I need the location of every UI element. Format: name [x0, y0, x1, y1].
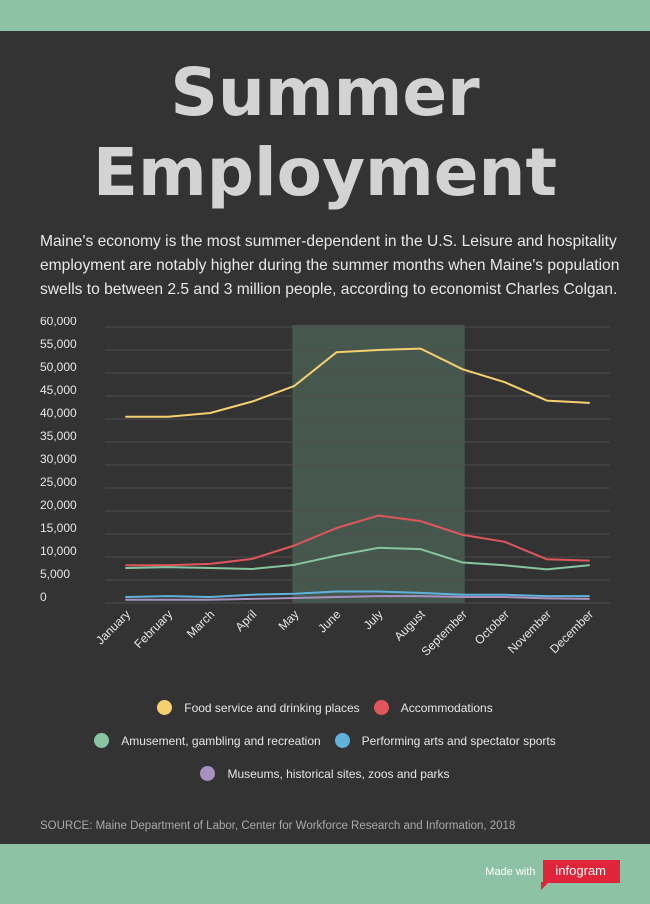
legend-item-performing-arts[interactable]: Performing arts and spectator sports: [334, 733, 556, 748]
legend-item-food[interactable]: Food service and drinking places: [157, 700, 360, 715]
source-note: SOURCE: Maine Department of Labor, Cente…: [40, 820, 516, 832]
x-tick-label: April: [233, 607, 260, 634]
x-tick-label: February: [131, 607, 175, 651]
series-line: [125, 347, 590, 418]
intro-paragraph: Maine's economy is the most summer-depen…: [40, 233, 620, 298]
title-line-1: Summer: [170, 54, 480, 131]
chart-legend: Food service and drinking places Accommo…: [0, 691, 650, 790]
legend-row: Amusement, gambling and recreation Perfo…: [0, 724, 650, 757]
y-tick-label: 15,000: [40, 521, 77, 535]
legend-item-amusement[interactable]: Amusement, gambling and recreation: [94, 733, 321, 748]
legend-label-performing-arts: Performing arts and spectator sports: [361, 733, 556, 748]
legend-item-accommodations[interactable]: Accommodations: [373, 700, 493, 715]
y-tick-label: 5,000: [40, 567, 70, 581]
infogram-logo: infogram: [541, 860, 620, 890]
y-axis: 0 5,000 10,000 15,000 20,000 25,000 30,000 35,0…: [40, 317, 77, 604]
legend-label-food: Food service and drinking places: [184, 700, 360, 715]
x-tick-label: March: [184, 607, 217, 640]
chart-grid: [105, 326, 610, 604]
y-tick-label: 30,000: [40, 452, 77, 466]
legend-item-museums[interactable]: Museums, historical sites, zoos and park…: [200, 766, 450, 781]
made-with-infogram[interactable]: Made with infogram: [485, 860, 620, 890]
y-tick-label: 25,000: [40, 475, 77, 489]
y-tick-label: 0: [40, 590, 47, 604]
chart-series: [125, 347, 590, 601]
x-tick-label: January: [93, 607, 133, 647]
legend-dot-food: [157, 700, 173, 715]
x-tick-label: June: [315, 607, 344, 636]
y-tick-label: 45,000: [40, 383, 77, 397]
y-tick-label: 35,000: [40, 429, 77, 443]
x-tick-label: November: [505, 607, 554, 656]
series-line: [125, 595, 590, 601]
y-tick-label: 40,000: [40, 406, 77, 420]
legend-dot-performing-arts: [334, 733, 350, 748]
x-tick-label: December: [547, 607, 596, 656]
y-tick-label: 55,000: [40, 337, 77, 351]
line-chart: 0 5,000 10,000 15,000 20,000 25,000 30,000 35,0…: [40, 317, 610, 659]
x-tick-label: May: [276, 607, 302, 633]
legend-label-museums: Museums, historical sites, zoos and park…: [227, 766, 450, 781]
series-line: [125, 514, 590, 567]
x-tick-label: July: [361, 607, 386, 632]
x-tick-label: August: [391, 607, 428, 644]
infographic-card: Summer Employment Maine's economy is the…: [0, 31, 650, 844]
y-tick-label: 10,000: [40, 544, 77, 558]
x-tick-label: September: [418, 607, 469, 658]
made-with-label: Made with: [485, 865, 536, 878]
legend-row: Food service and drinking places Accommo…: [0, 691, 650, 724]
legend-label-amusement: Amusement, gambling and recreation: [121, 733, 321, 748]
y-tick-label: 60,000: [40, 317, 77, 328]
legend-dot-accommodations: [373, 700, 389, 715]
legend-label-accommodations: Accommodations: [400, 700, 493, 715]
title-line-2: Employment: [92, 134, 558, 211]
legend-dot-amusement: [94, 733, 110, 748]
y-tick-label: 50,000: [40, 360, 77, 374]
series-line: [125, 546, 590, 571]
series-line: [125, 590, 590, 599]
legend-dot-museums: [200, 766, 216, 781]
page-title: Summer Employment: [0, 53, 650, 213]
x-tick-label: October: [472, 607, 512, 647]
y-tick-label: 20,000: [40, 498, 77, 512]
legend-row: Museums, historical sites, zoos and park…: [0, 757, 650, 790]
